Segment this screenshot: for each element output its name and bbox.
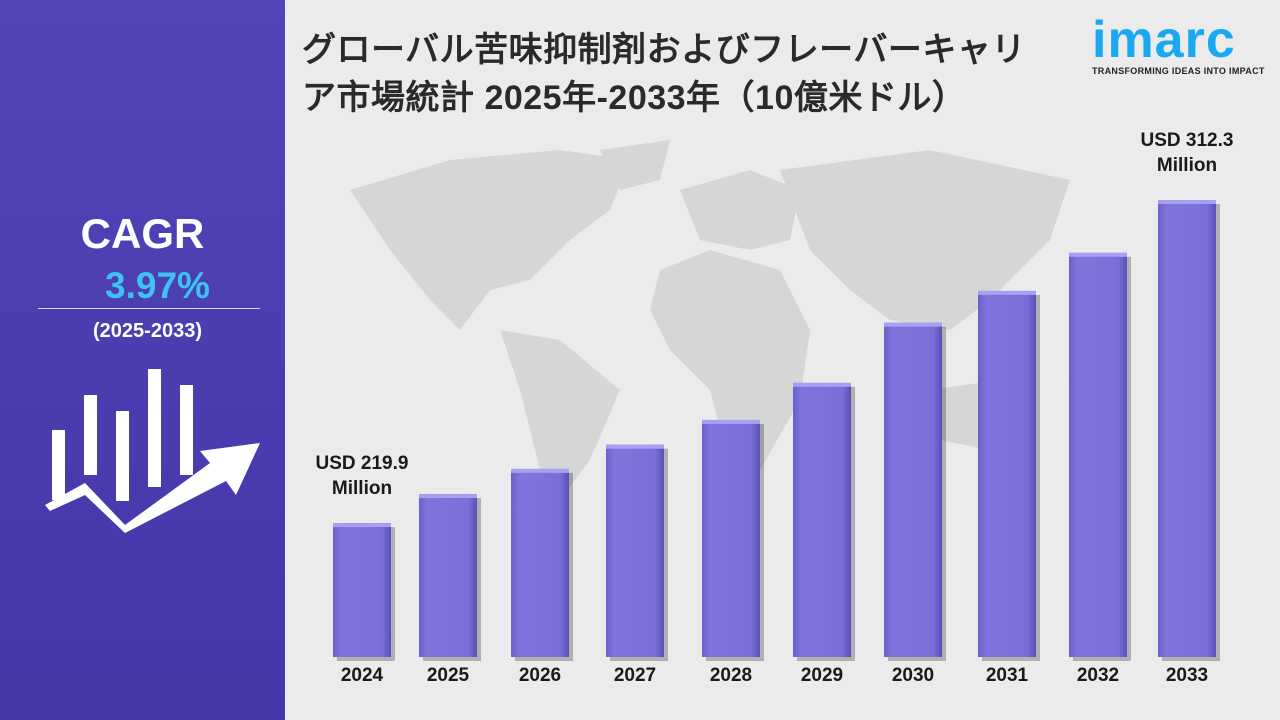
data-label-line1: USD 219.9 xyxy=(315,453,409,475)
cagr-label: CAGR xyxy=(80,210,205,257)
cagr-panel: CAGR 3.97% (2025-2033) xyxy=(0,0,285,720)
bar-2024 xyxy=(333,523,391,657)
bar-2033 xyxy=(1158,200,1216,657)
cagr-period: (2025-2033) xyxy=(93,320,202,342)
x-tick-label: 2029 xyxy=(800,665,844,686)
bar-2027 xyxy=(606,444,664,657)
x-tick-label: 2027 xyxy=(613,665,657,686)
divider xyxy=(38,308,260,309)
bar-2030 xyxy=(884,322,942,657)
x-tick-label: 2032 xyxy=(1076,665,1120,686)
bar-top-highlight xyxy=(978,290,1036,295)
page-title: グローバル苦味抑制剤およびフレーバーキャリア市場統計 2025年-2033年（1… xyxy=(302,31,1026,117)
x-tick-label: 2030 xyxy=(891,665,935,686)
logo-tagline: TRANSFORMING IDEAS INTO IMPACT xyxy=(1092,66,1265,76)
bar-2032 xyxy=(1069,252,1127,657)
bar-top-highlight xyxy=(1069,252,1127,257)
data-label: USD 312.3 Million xyxy=(1117,128,1257,178)
bar-top-highlight xyxy=(702,419,760,424)
bar-2028 xyxy=(702,419,760,657)
x-tick-label: 2025 xyxy=(426,665,470,686)
world-map-background xyxy=(350,140,1070,500)
growth-chart-arrow-icon xyxy=(45,369,260,533)
x-tick-label: 2028 xyxy=(709,665,753,686)
cagr-value: 3.97% xyxy=(105,265,210,306)
bar-top-highlight xyxy=(884,322,942,327)
bar-top-highlight xyxy=(606,444,664,449)
x-tick-label: 2026 xyxy=(518,665,562,686)
data-label: USD 219.9 Million xyxy=(292,451,432,501)
bar-top-highlight xyxy=(793,382,851,387)
logo-wordmark: imarc xyxy=(1092,11,1236,69)
bar-2029 xyxy=(793,382,851,657)
imarc-logo: imarc TRANSFORMING IDEAS INTO IMPACT xyxy=(1092,8,1272,76)
data-label-line1: USD 312.3 xyxy=(1140,130,1234,151)
x-tick-label: 2024 xyxy=(340,665,384,686)
data-label-line2: Million xyxy=(1156,155,1218,176)
bar-2025 xyxy=(419,494,477,657)
bar-top-highlight xyxy=(333,523,391,528)
bar-top-highlight xyxy=(511,468,569,473)
bar-top-highlight xyxy=(1158,200,1216,205)
bar-2031 xyxy=(978,290,1036,657)
x-tick-label: 2031 xyxy=(985,665,1029,686)
bar-2026 xyxy=(511,468,569,657)
x-tick-label: 2033 xyxy=(1165,665,1209,686)
data-label-line2: Million xyxy=(331,478,393,500)
bar-top-highlight xyxy=(419,494,477,499)
